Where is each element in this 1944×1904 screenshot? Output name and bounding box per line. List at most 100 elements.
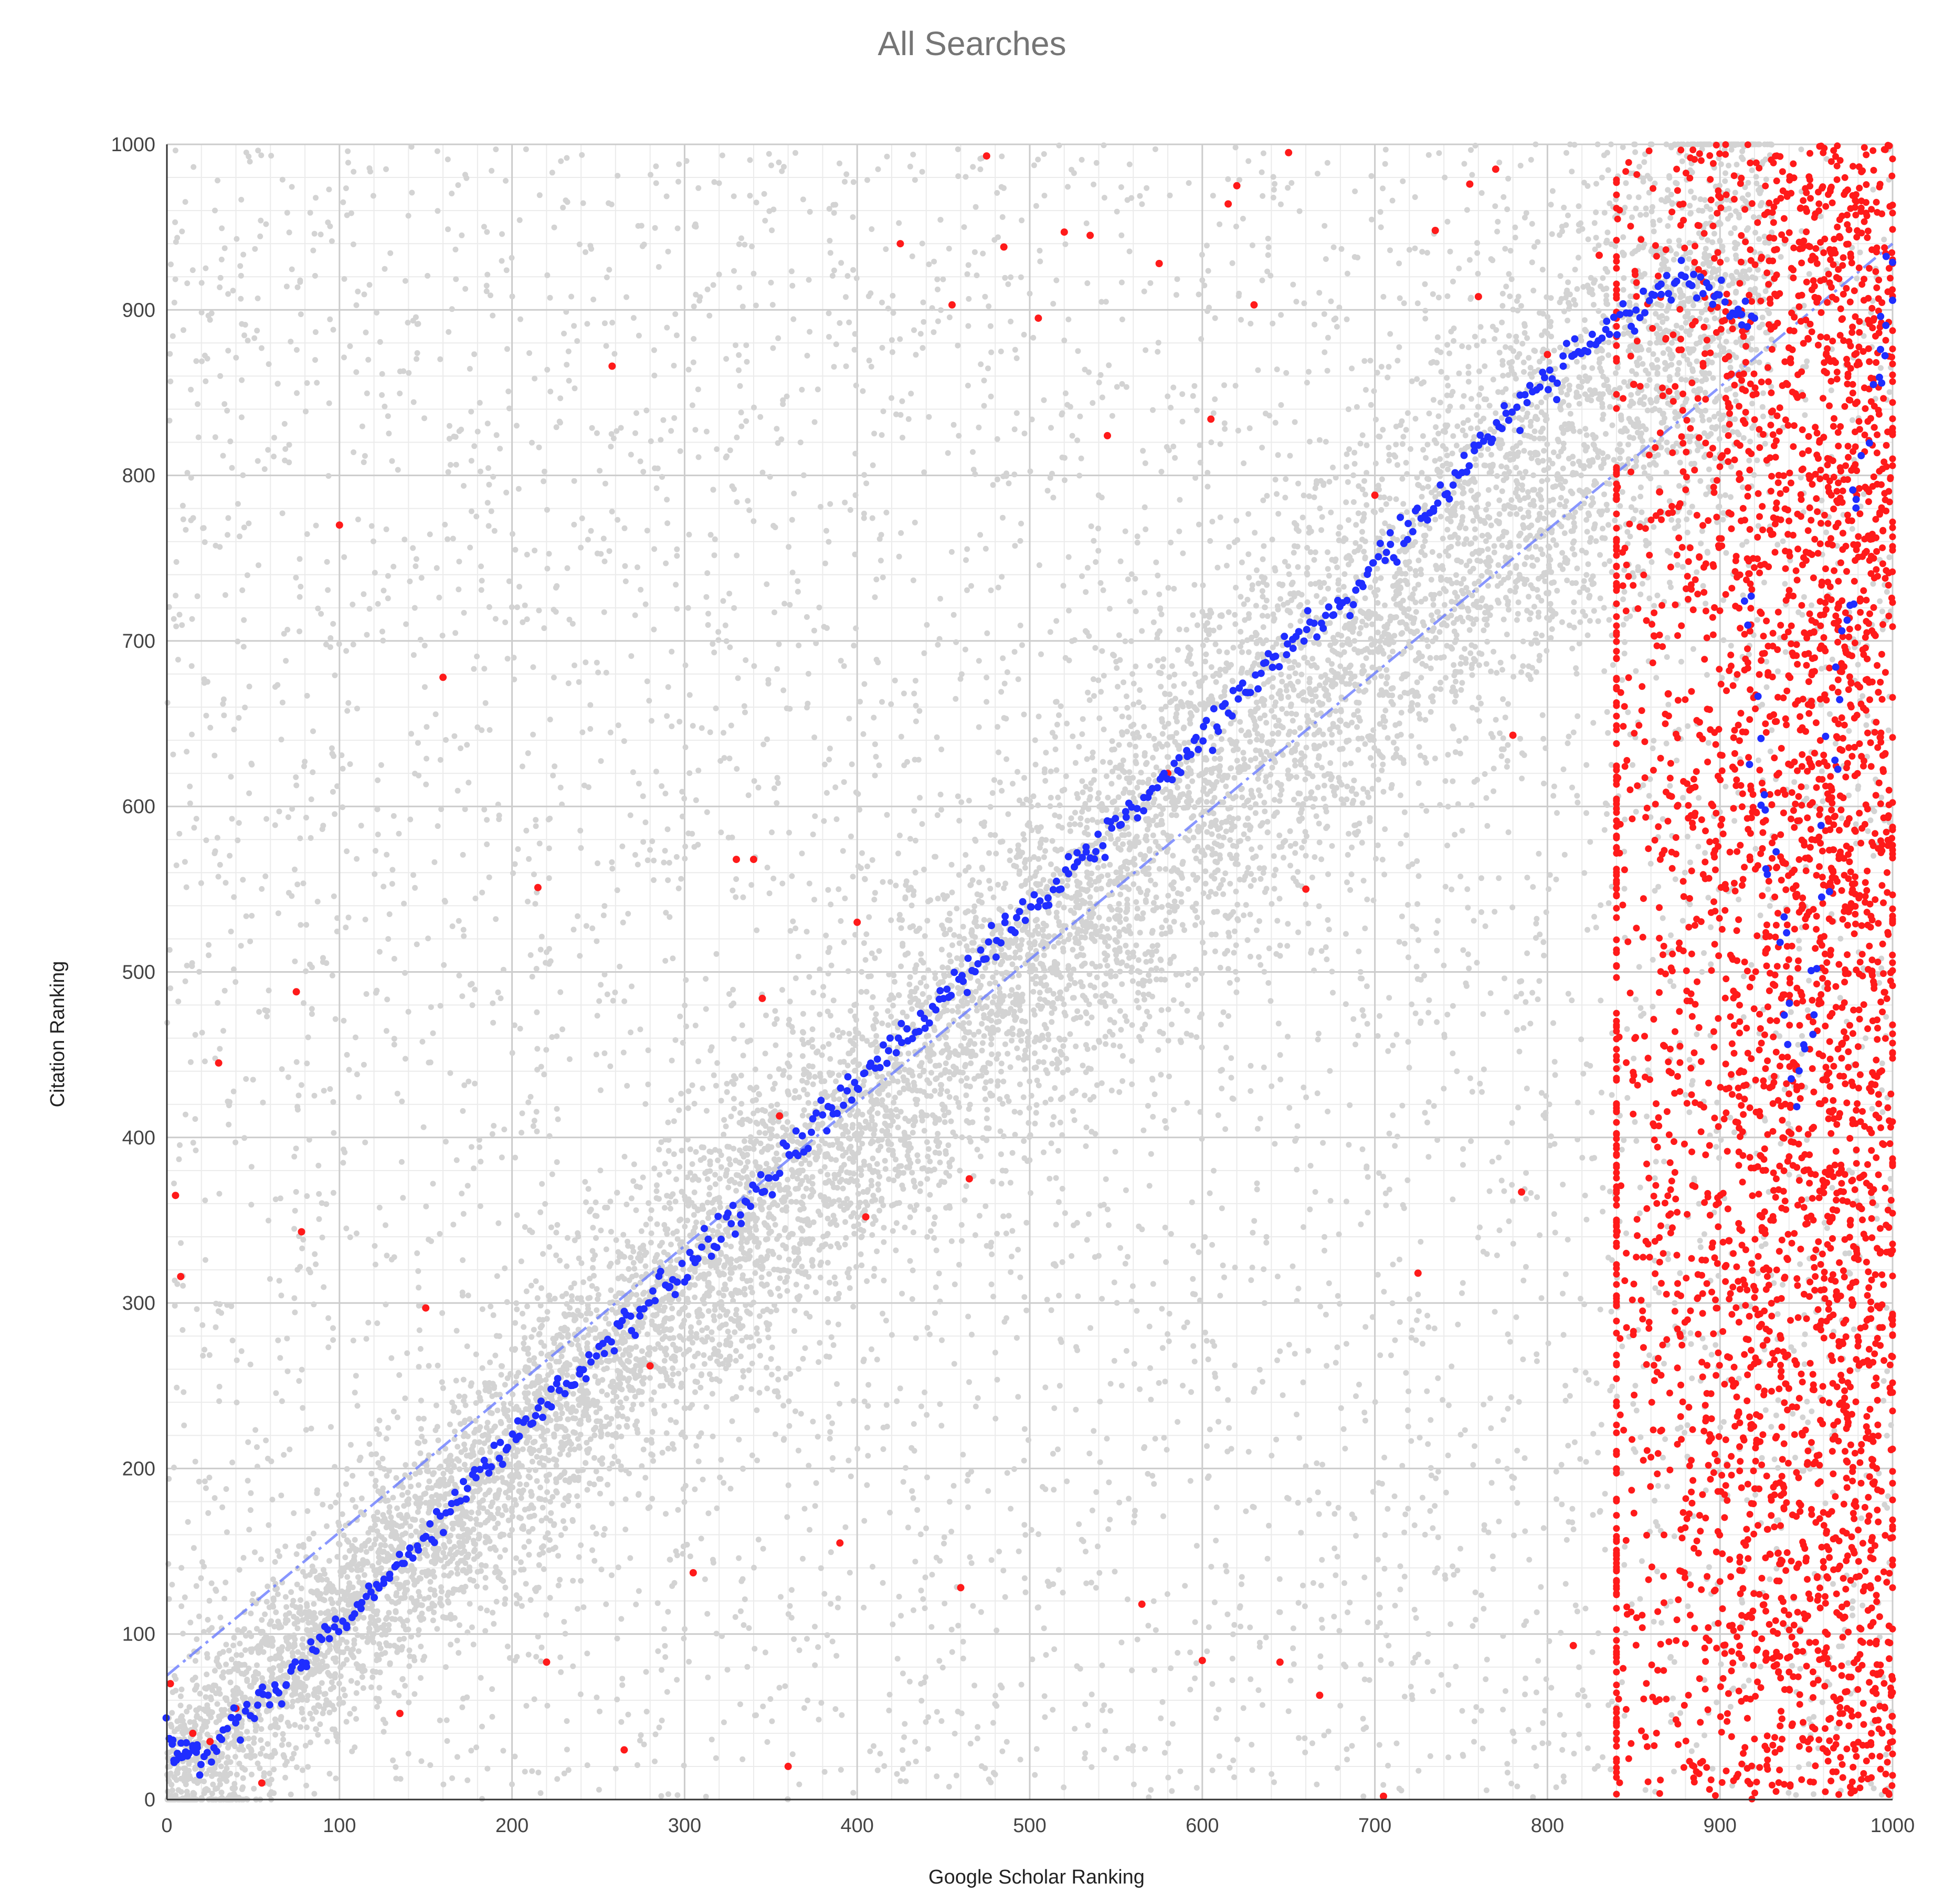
gray-data-point	[1135, 540, 1140, 545]
gray-data-point	[1451, 490, 1456, 496]
gray-data-point	[674, 332, 680, 338]
gray-data-point	[529, 1768, 535, 1774]
gray-data-point	[738, 1072, 744, 1078]
gray-data-point	[1017, 955, 1023, 961]
gray-data-point	[402, 970, 408, 976]
gray-data-point	[492, 1525, 498, 1531]
gray-data-point	[1473, 1617, 1478, 1623]
gray-data-point	[514, 1307, 520, 1312]
gray-data-point	[1437, 456, 1443, 462]
gray-data-point	[1629, 368, 1635, 374]
gray-data-point	[1124, 963, 1130, 969]
gray-data-point	[200, 1353, 206, 1359]
gray-data-point	[564, 1264, 569, 1269]
gray-data-point	[1064, 883, 1070, 889]
gray-data-point	[1723, 492, 1728, 498]
gray-data-point	[738, 1385, 744, 1391]
gray-data-point	[664, 497, 670, 502]
gray-data-point	[1131, 701, 1136, 707]
gray-data-point	[1565, 1443, 1571, 1448]
gray-data-point	[981, 377, 987, 383]
gray-data-point	[998, 1151, 1004, 1157]
gray-data-point	[1260, 1379, 1265, 1385]
gray-data-point	[871, 430, 877, 436]
gray-data-point	[1322, 311, 1327, 317]
gray-data-point	[459, 233, 464, 238]
gray-data-point	[1501, 194, 1506, 200]
gray-data-point	[331, 1190, 336, 1196]
gray-data-point	[313, 1555, 319, 1561]
gray-data-point	[738, 424, 744, 429]
gray-data-point	[269, 1497, 275, 1502]
gray-data-point	[1723, 550, 1729, 556]
gray-data-point	[577, 953, 583, 959]
gray-data-point	[1198, 460, 1203, 466]
gray-data-point	[311, 1691, 317, 1697]
gray-data-point	[649, 1397, 654, 1403]
gray-data-point	[1295, 564, 1301, 570]
gray-data-point	[536, 1562, 542, 1568]
gray-data-point	[638, 587, 643, 593]
gray-data-point	[746, 1228, 752, 1234]
gray-data-point	[653, 180, 659, 186]
gray-data-point	[1573, 1603, 1579, 1608]
gray-data-point	[1321, 796, 1327, 802]
gray-data-point	[754, 199, 759, 205]
gray-data-point	[1703, 390, 1708, 396]
gray-data-point	[1481, 1402, 1486, 1407]
gray-data-point	[825, 1008, 831, 1014]
gray-data-point	[1221, 382, 1227, 388]
gray-data-point	[1278, 402, 1284, 408]
gray-data-point	[869, 1005, 875, 1011]
gray-data-point	[490, 1001, 495, 1006]
gray-data-point	[597, 468, 603, 474]
gray-data-point	[1314, 665, 1320, 670]
gray-data-point	[471, 1578, 477, 1584]
gray-data-point	[1166, 721, 1171, 727]
gray-data-point	[1498, 580, 1504, 586]
gray-data-point	[559, 802, 565, 807]
gray-data-point	[1159, 612, 1165, 617]
gray-data-point	[1583, 762, 1589, 768]
gray-data-point	[1108, 781, 1114, 787]
gray-data-point	[1256, 918, 1262, 924]
gray-data-point	[1544, 648, 1549, 654]
gray-data-point	[1330, 990, 1336, 996]
gray-data-point	[685, 605, 691, 611]
gray-data-point	[408, 1634, 414, 1639]
gray-data-point	[1455, 801, 1461, 807]
gray-data-point	[571, 323, 577, 329]
gray-data-point	[1576, 1664, 1582, 1670]
gray-data-point	[690, 1161, 695, 1167]
gray-data-point	[869, 226, 874, 232]
gray-data-point	[437, 356, 443, 362]
gray-data-point	[1356, 510, 1361, 516]
gray-data-point	[1127, 840, 1133, 846]
gray-data-point	[888, 918, 894, 923]
gray-data-point	[1402, 809, 1408, 815]
gray-data-point	[1590, 720, 1596, 726]
gray-data-point	[402, 1472, 408, 1478]
gray-data-point	[1809, 1408, 1814, 1414]
gray-data-point	[1135, 533, 1140, 539]
gray-data-point	[1466, 371, 1472, 376]
gray-data-point	[1598, 595, 1603, 601]
gray-data-point	[965, 1313, 971, 1319]
gray-data-point	[1171, 586, 1177, 592]
gray-data-point	[1468, 425, 1474, 431]
gray-data-point	[1118, 184, 1124, 190]
gray-data-point	[1382, 161, 1388, 167]
gray-data-point	[1325, 549, 1330, 555]
gray-data-point	[462, 1560, 468, 1566]
gray-data-point	[1129, 1299, 1135, 1305]
gray-data-point	[1563, 498, 1569, 504]
gray-data-point	[594, 1531, 599, 1537]
gray-data-point	[1509, 276, 1515, 282]
gray-data-point	[1281, 602, 1286, 607]
gray-data-point	[650, 1429, 656, 1435]
gray-data-point	[303, 815, 309, 820]
gray-data-point	[1519, 776, 1525, 782]
gray-data-point	[1058, 1120, 1063, 1125]
gray-data-point	[1639, 509, 1644, 515]
gray-data-point	[1386, 445, 1391, 450]
